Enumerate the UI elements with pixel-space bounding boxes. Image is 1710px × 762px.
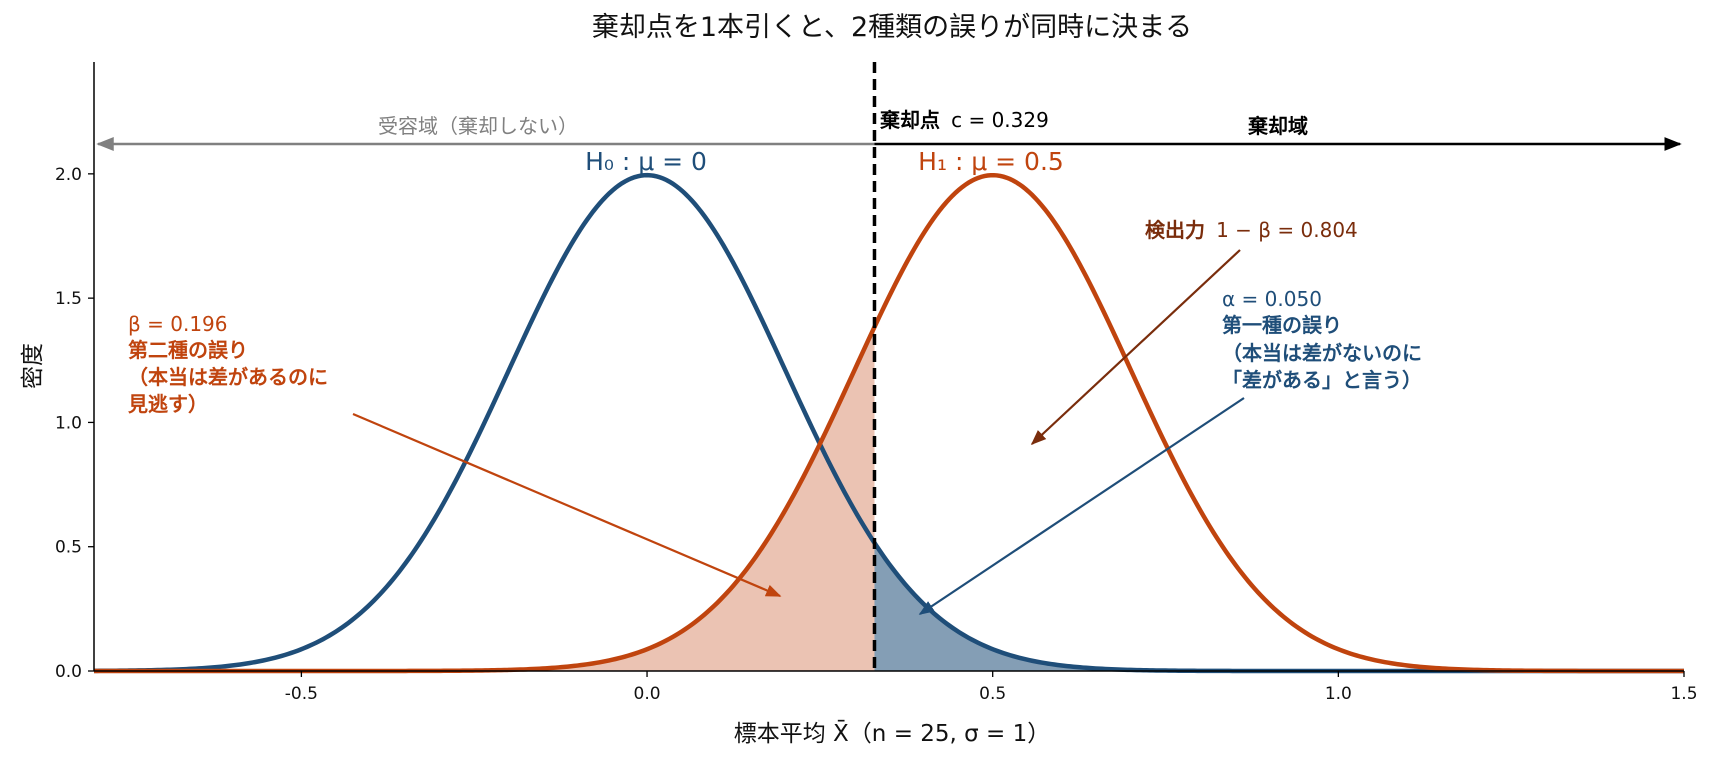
y-tick-label: 2.0 [55, 165, 82, 185]
y-tick-label: 1.0 [55, 413, 82, 433]
x-tick-label: 1.5 [1670, 684, 1697, 704]
y-axis-label: 密度 [20, 343, 46, 389]
y-tick-label: 0.5 [55, 538, 82, 558]
beta-arrow [352, 412, 782, 598]
y-ticks: 0.0 0.5 1.0 1.5 2.0 [55, 165, 94, 682]
x-tick-label: 0.0 [634, 684, 661, 704]
beta-desc-line2: （本当は差があるのに [128, 365, 328, 389]
h1-label: H₁ : μ = 0.5 [918, 147, 1064, 176]
power-arrow [1030, 249, 1241, 446]
critical-value-label: 棄却点 c = 0.329 [880, 108, 1049, 132]
critical-label-word: 棄却点 [880, 108, 940, 132]
power-label-word: 検出力 [1145, 218, 1205, 242]
alpha-shaded-area [874, 542, 1684, 671]
x-tick-label: 0.5 [979, 684, 1006, 704]
beta-desc-line1: 第二種の誤り [128, 338, 248, 362]
alpha-desc-line1: 第一種の誤り [1222, 313, 1342, 337]
beta-desc-line3: 見逃す） [128, 392, 208, 416]
x-ticks: -0.5 0.0 0.5 1.0 1.5 [285, 671, 1698, 704]
chart-title: 棄却点を1本引くと、2種類の誤りが同時に決まる [592, 12, 1192, 43]
h0-label: H₀ : μ = 0 [585, 147, 707, 176]
beta-shaded-area [94, 326, 875, 671]
alpha-desc-line2: （本当は差がないのに [1222, 341, 1422, 365]
y-tick-label: 1.5 [55, 289, 82, 309]
alpha-arrow [918, 397, 1245, 615]
power-label-value: 1 − β = 0.804 [1216, 218, 1358, 242]
x-tick-label: 1.0 [1325, 684, 1352, 704]
accept-region-label: 受容域（棄却しない） [378, 114, 578, 138]
reject-region-label: 棄却域 [1248, 114, 1308, 138]
alpha-value-label: α = 0.050 [1222, 287, 1322, 311]
x-axis-label: 標本平均 X̄（n = 25, σ = 1） [734, 719, 1051, 747]
beta-value-label: β = 0.196 [128, 312, 228, 336]
alpha-desc-line3: 「差がある」と言う） [1222, 368, 1422, 392]
x-tick-label: -0.5 [285, 684, 318, 704]
y-tick-label: 0.0 [55, 662, 82, 682]
power-label: 検出力 1 − β = 0.804 [1145, 218, 1358, 242]
critical-label-value: c = 0.329 [951, 108, 1049, 132]
